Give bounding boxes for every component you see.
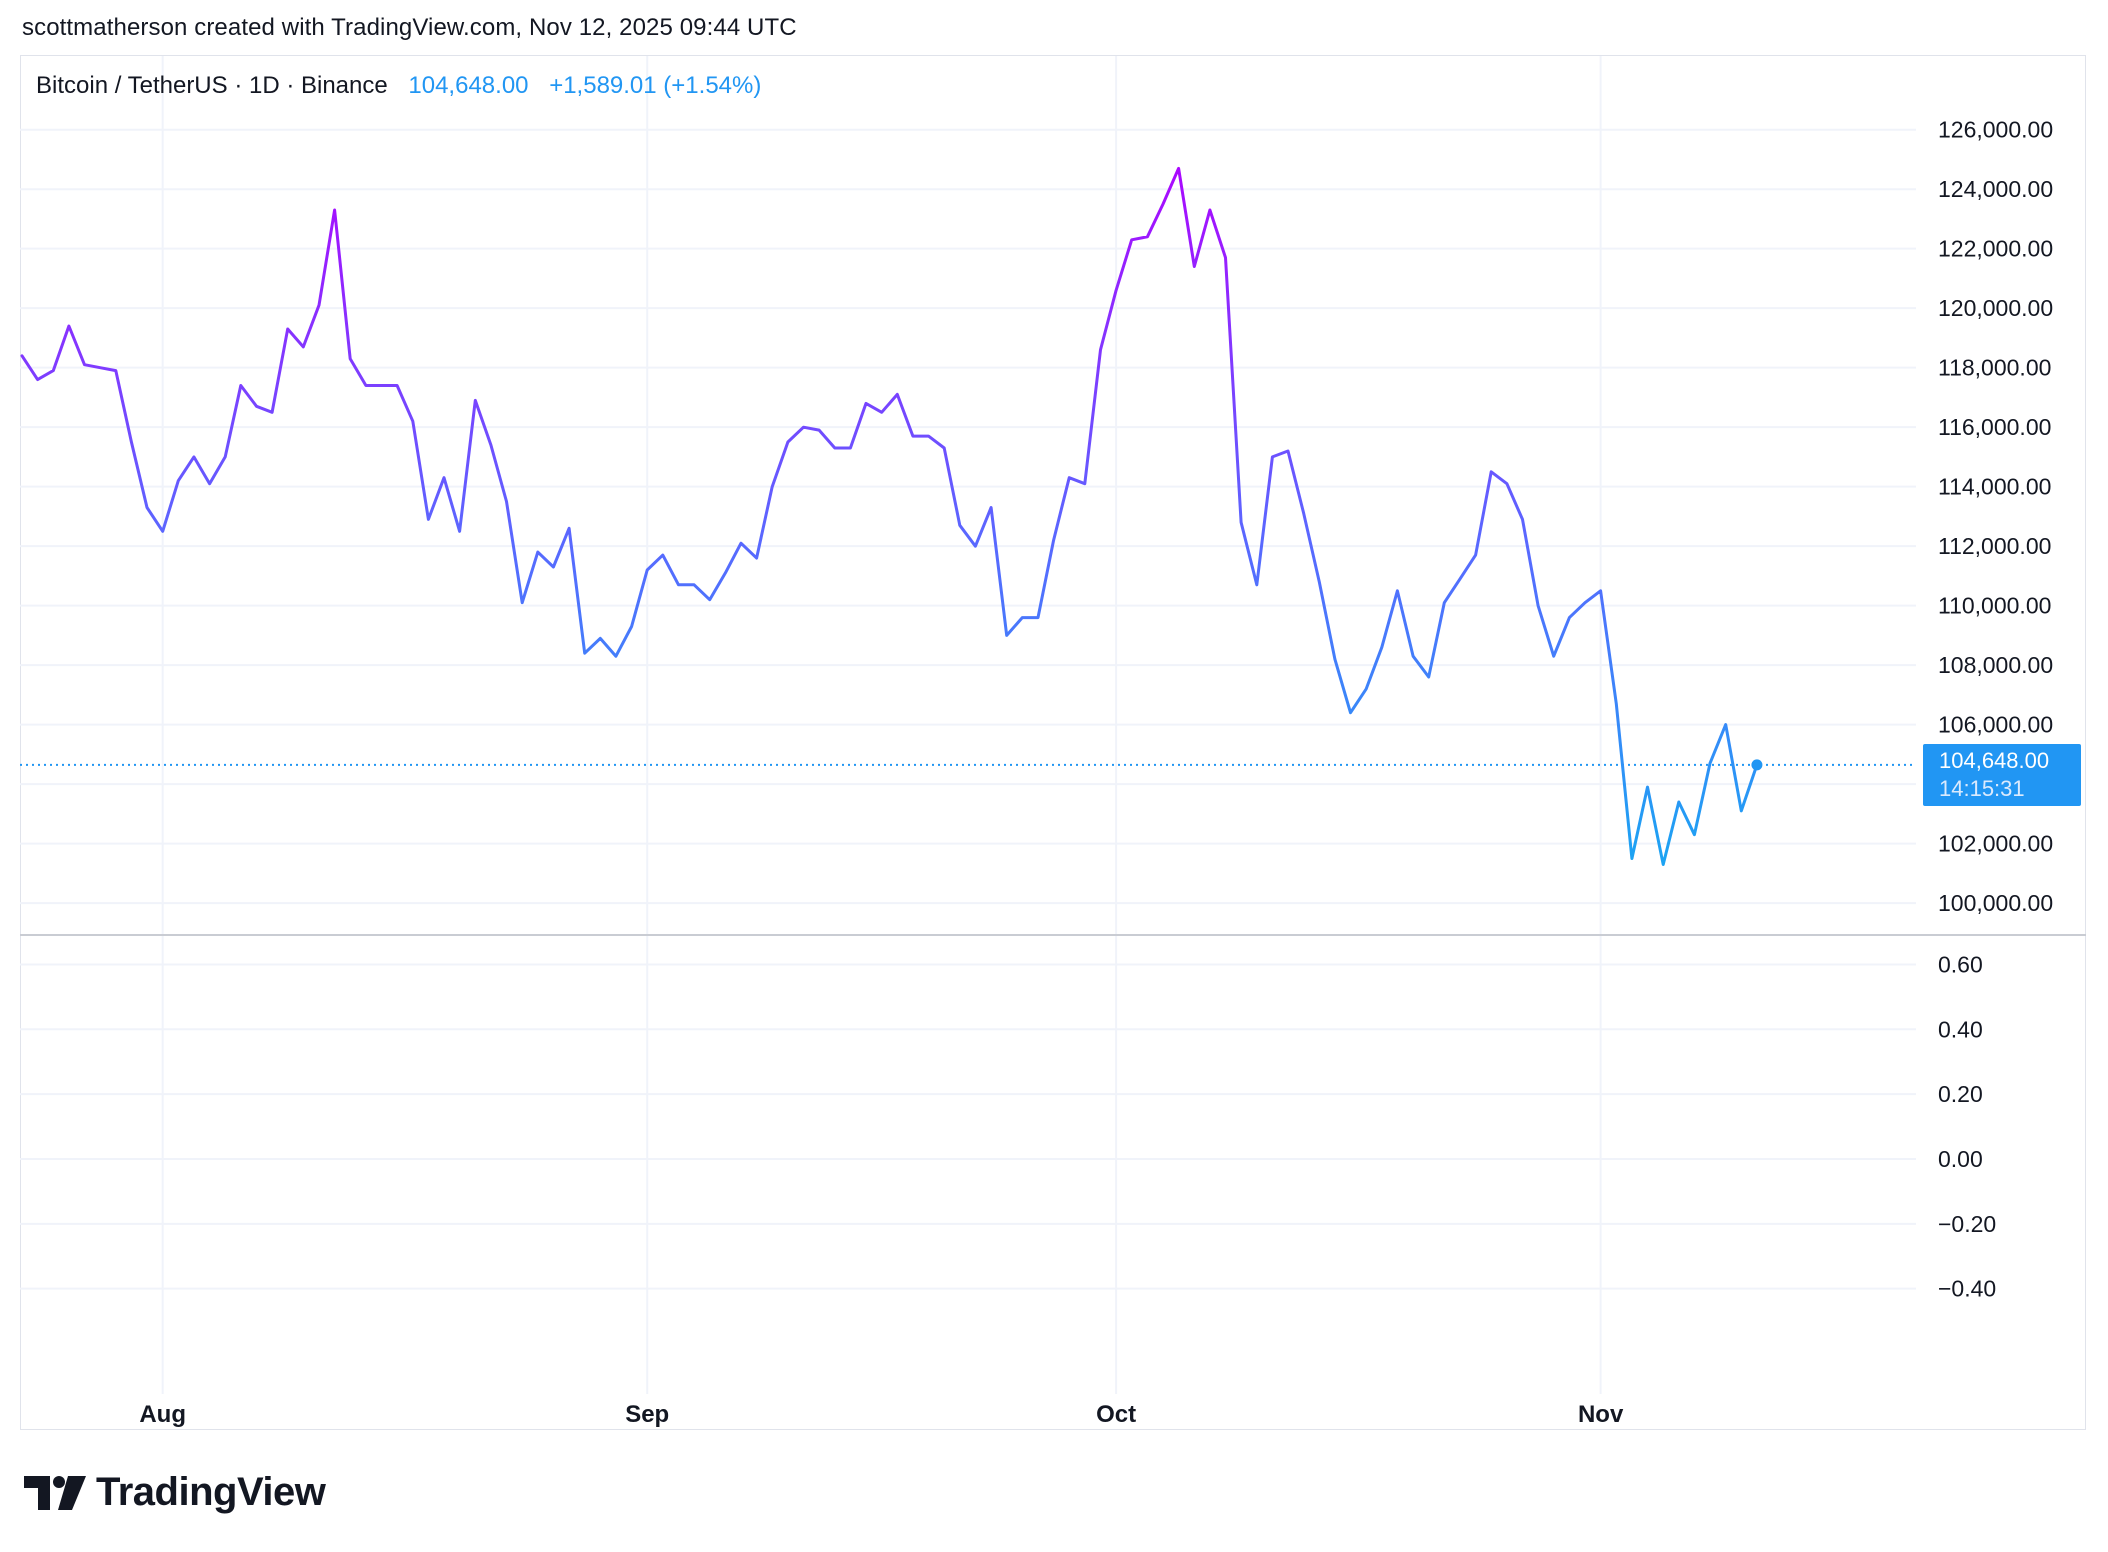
time-axis[interactable]: Aug Sep Oct Nov xyxy=(139,1401,1624,1428)
indicator-tick-label: −0.20 xyxy=(1938,1211,1996,1237)
legend-change: +1,589.01 (+1.54%) xyxy=(549,72,762,99)
indicator-tick-label: 0.20 xyxy=(1938,1081,1983,1107)
indicator-tick-label: −0.40 xyxy=(1938,1276,1996,1302)
time-tick-label: Nov xyxy=(1578,1401,1624,1428)
indicator-tick-label: 0.60 xyxy=(1938,951,1983,977)
price-tick-label: 112,000.00 xyxy=(1938,533,2051,559)
price-tick-label: 108,000.00 xyxy=(1938,652,2053,678)
tradingview-logo-icon xyxy=(24,1475,86,1510)
price-series-line[interactable] xyxy=(20,166,1759,866)
price-tick-label: 100,000.00 xyxy=(1938,890,2053,916)
indicator-tick-label: 0.40 xyxy=(1938,1016,1983,1042)
price-tick-label: 106,000.00 xyxy=(1938,712,2053,738)
last-price-dot xyxy=(1751,759,1763,771)
price-tick-label: 110,000.00 xyxy=(1938,593,2051,619)
bar-countdown: 14:15:31 xyxy=(1939,776,2025,801)
horizontal-grid xyxy=(20,128,1916,1290)
indicator-tick-label: 0.00 xyxy=(1938,1146,1983,1172)
price-axis[interactable]: 100,000.00 102,000.00 106,000.00 108,000.00… xyxy=(1938,117,2053,916)
chart-attribution: scottmatherson created with TradingView.… xyxy=(22,14,797,41)
price-tick-label: 120,000.00 xyxy=(1938,295,2053,321)
price-tick-label: 116,000.00 xyxy=(1938,414,2051,440)
price-tick-label: 114,000.00 xyxy=(1938,474,2051,500)
price-tick-label: 102,000.00 xyxy=(1938,831,2053,857)
price-tick-label: 124,000.00 xyxy=(1938,176,2053,202)
price-tick-label: 122,000.00 xyxy=(1938,236,2053,262)
price-tag-value: 104,648.00 xyxy=(1939,748,2050,773)
last-price-label: 104,648.00 14:15:31 xyxy=(1923,744,2081,806)
legend-last-price: 104,648.00 xyxy=(408,72,529,99)
symbol-legend[interactable]: Bitcoin / TetherUS · 1D · Binance 104,64… xyxy=(36,72,767,100)
tradingview-logo[interactable]: TradingView xyxy=(24,1470,326,1515)
time-tick-label: Sep xyxy=(625,1401,669,1428)
price-chart[interactable]: 100,000.00 102,000.00 106,000.00 108,000.00… xyxy=(0,0,2108,1470)
legend-symbol: Bitcoin / TetherUS · 1D · Binance xyxy=(36,72,388,99)
logo-wordmark: TradingView xyxy=(96,1470,326,1514)
time-tick-label: Oct xyxy=(1096,1401,1136,1428)
chart-frame[interactable] xyxy=(20,55,2086,1430)
time-tick-label: Aug xyxy=(139,1401,186,1428)
price-tick-label: 126,000.00 xyxy=(1938,117,2053,143)
price-tick-label: 118,000.00 xyxy=(1938,355,2051,381)
indicator-axis[interactable]: 0.60 0.40 0.20 0.00 −0.20 −0.40 xyxy=(1938,951,1996,1301)
